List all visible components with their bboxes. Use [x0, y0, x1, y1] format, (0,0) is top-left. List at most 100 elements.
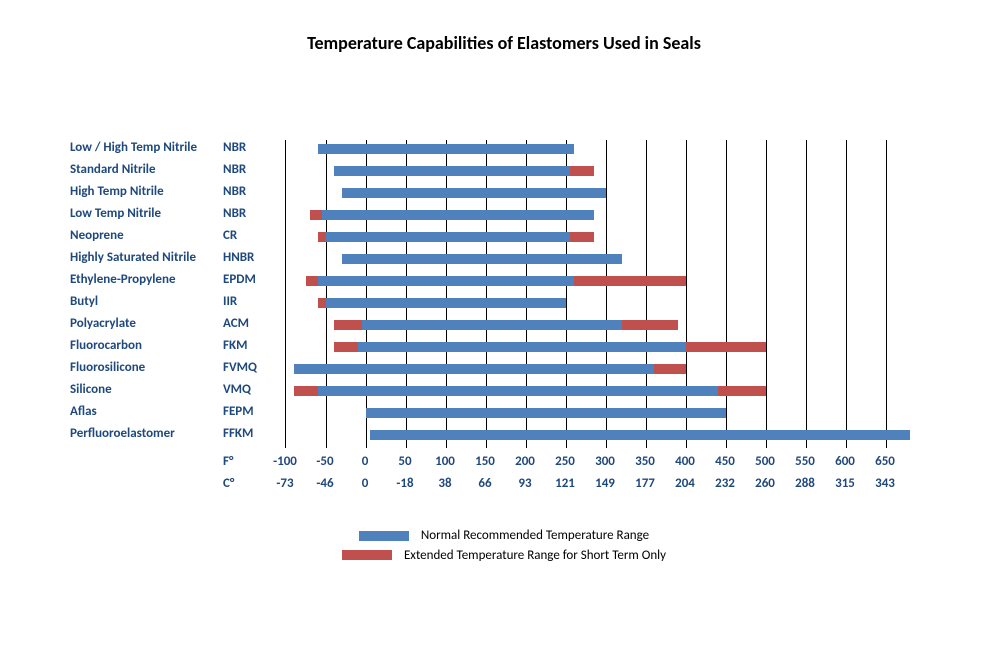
bar-track: [286, 360, 926, 382]
legend-swatch-extended: [342, 550, 392, 560]
material-name: Low / High Temp Nitrile: [70, 141, 197, 155]
bar-track: [286, 206, 926, 228]
axis-tick-c: 93: [518, 476, 531, 491]
bar-extended-high: [622, 320, 678, 330]
legend-label-normal: Normal Recommended Temperature Range: [421, 528, 649, 543]
legend-row-normal: Normal Recommended Temperature Range: [359, 528, 649, 543]
axis-tick-f: 250: [555, 454, 575, 469]
bar-track: [286, 250, 926, 272]
material-name: Standard Nitrile: [70, 163, 156, 177]
bar-extended-low: [318, 298, 326, 308]
axis-tick-c: -46: [316, 476, 333, 491]
material-code: EPDM: [223, 273, 256, 287]
bar-normal: [366, 408, 726, 418]
bar-extended-high: [570, 166, 594, 176]
bar-normal: [322, 210, 594, 220]
axis-tick-c: 38: [438, 476, 451, 491]
bar-extended-high: [654, 364, 686, 374]
bar-track: [286, 316, 926, 338]
axis-tick-f: 550: [795, 454, 815, 469]
axis-tick-c: 121: [555, 476, 575, 491]
material-name: Polyacrylate: [70, 317, 136, 331]
bar-normal: [370, 430, 910, 440]
page: Temperature Capabilities of Elastomers U…: [0, 0, 1008, 672]
bar-normal: [318, 386, 718, 396]
axis-tick-c: 315: [835, 476, 855, 491]
material-code: ACM: [223, 317, 249, 331]
axis-tick-f: 500: [755, 454, 775, 469]
material-name: Ethylene-Propylene: [70, 273, 176, 287]
material-name: Neoprene: [70, 229, 124, 243]
bar-track: [286, 382, 926, 404]
bar-normal: [318, 144, 574, 154]
material-code: HNBR: [223, 251, 254, 265]
material-code: NBR: [223, 141, 246, 155]
chart-plot-area: [285, 140, 926, 448]
material-code: VMQ: [223, 383, 251, 397]
axis-tick-c: 149: [595, 476, 615, 491]
material-name: Butyl: [70, 295, 98, 309]
bar-extended-high: [570, 232, 594, 242]
bar-track: [286, 184, 926, 206]
bar-track: [286, 272, 926, 294]
material-code: NBR: [223, 185, 246, 199]
bar-extended-low: [318, 232, 326, 242]
material-code: FVMQ: [223, 361, 257, 375]
axis-tick-f: 200: [515, 454, 535, 469]
axis-tick-f: 0: [362, 454, 369, 469]
legend-swatch-normal: [359, 531, 409, 541]
axis-tick-f: 300: [595, 454, 615, 469]
axis-tick-c: 66: [478, 476, 491, 491]
axis-tick-c: 232: [715, 476, 735, 491]
material-code: NBR: [223, 163, 246, 177]
bar-normal: [326, 298, 566, 308]
axis-tick-f: 450: [715, 454, 735, 469]
bar-normal: [358, 342, 686, 352]
material-code: FEPM: [223, 405, 254, 419]
bar-track: [286, 162, 926, 184]
bar-extended-high: [574, 276, 686, 286]
axis-tick-f: -50: [316, 454, 333, 469]
axis-tick-c: 0: [362, 476, 369, 491]
axis-tick-c: -73: [276, 476, 293, 491]
material-name: Highly Saturated Nitrile: [70, 251, 196, 265]
bar-normal: [294, 364, 654, 374]
legend-label-extended: Extended Temperature Range for Short Ter…: [404, 548, 666, 563]
legend: Normal Recommended Temperature Range Ext…: [0, 526, 1008, 565]
bar-normal: [362, 320, 622, 330]
bar-normal: [334, 166, 570, 176]
material-code: FFKM: [223, 427, 253, 441]
material-name: Aflas: [70, 405, 97, 419]
bar-extended-low: [334, 342, 358, 352]
axis-tick-f: 650: [875, 454, 895, 469]
bar-track: [286, 228, 926, 250]
bar-extended-high: [718, 386, 766, 396]
bar-extended-low: [306, 276, 318, 286]
bar-track: [286, 426, 926, 448]
bar-extended-low: [310, 210, 322, 220]
bar-extended-low: [294, 386, 318, 396]
material-code: CR: [223, 229, 237, 243]
axis-tick-c: 177: [635, 476, 655, 491]
axis-tick-c: 204: [675, 476, 695, 491]
bar-track: [286, 140, 926, 162]
legend-row-extended: Extended Temperature Range for Short Ter…: [342, 548, 666, 563]
material-code: IIR: [223, 295, 237, 309]
bar-normal: [326, 232, 570, 242]
chart-title: Temperature Capabilities of Elastomers U…: [0, 32, 1008, 54]
axis-tick-f: 150: [475, 454, 495, 469]
bar-track: [286, 404, 926, 426]
bar-track: [286, 294, 926, 316]
material-name: High Temp Nitrile: [70, 185, 164, 199]
material-code: FKM: [223, 339, 247, 353]
bar-normal: [342, 254, 622, 264]
axis-tick-f: -100: [273, 454, 297, 469]
axis-tick-f: 350: [635, 454, 655, 469]
axis-unit-celsius: C°: [223, 476, 234, 491]
axis-tick-c: 288: [795, 476, 815, 491]
axis-tick-f: 600: [835, 454, 855, 469]
material-name: Fluorosilicone: [70, 361, 145, 375]
axis-tick-f: 100: [435, 454, 455, 469]
bar-track: [286, 338, 926, 360]
bar-normal: [342, 188, 606, 198]
